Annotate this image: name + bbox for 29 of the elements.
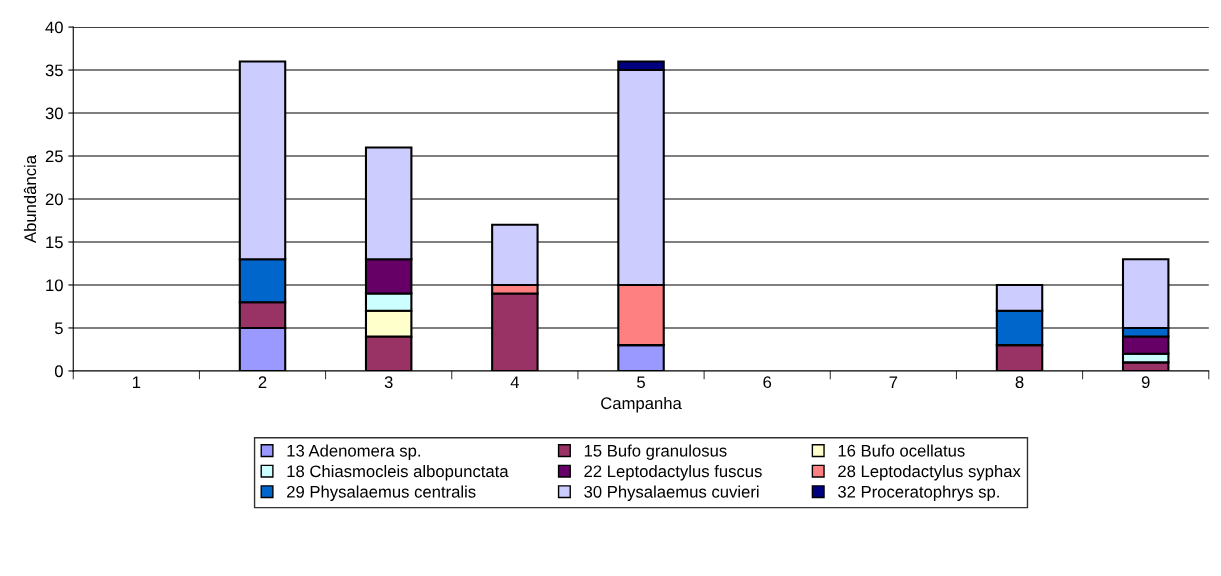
legend-label: 29 Physalaemus centralis xyxy=(287,485,476,502)
x-tick-label: 6 xyxy=(763,376,772,389)
legend-label: 15 Bufo granulosus xyxy=(584,444,727,460)
legend-label: 28 Leptodactylus syphax xyxy=(838,464,1021,481)
y-tick-label: 35 xyxy=(45,64,63,77)
x-tick-label: 5 xyxy=(637,376,645,389)
x-tick-label: 4 xyxy=(510,376,519,388)
y-tick-label: 30 xyxy=(45,107,63,120)
legend-label: 30 Physalaemus cuvieri xyxy=(584,485,759,502)
y-tick-label: 40 xyxy=(45,21,63,34)
x-tick-label: 1 xyxy=(132,376,141,388)
legend-label: 18 Chiasmocleis albopunctata xyxy=(287,464,509,481)
legend-label: 16 Bufo ocellatus xyxy=(838,444,965,457)
x-axis-title: Campanha xyxy=(601,396,682,413)
x-tick-label: 8 xyxy=(1015,376,1024,389)
y-tick-label: 5 xyxy=(54,322,63,335)
y-tick-label: 15 xyxy=(46,236,63,249)
x-tick-label: 9 xyxy=(1141,376,1150,389)
y-tick-label: 0 xyxy=(54,365,63,378)
y-tick-label: 20 xyxy=(45,193,63,206)
y-axis-title: Abundância xyxy=(23,154,37,243)
legend-label: 32 Proceratophrys sp. xyxy=(838,485,999,502)
y-tick-label: 10 xyxy=(46,279,63,292)
y-tick-label: 25 xyxy=(45,150,63,163)
legend-label: 13 Adenomera sp. xyxy=(287,444,420,460)
x-tick-label: 7 xyxy=(889,376,898,388)
legend-label: 22 Leptodactylus fuscus xyxy=(584,464,762,481)
x-tick-label: 3 xyxy=(384,376,393,389)
x-tick-label: 2 xyxy=(258,376,267,388)
